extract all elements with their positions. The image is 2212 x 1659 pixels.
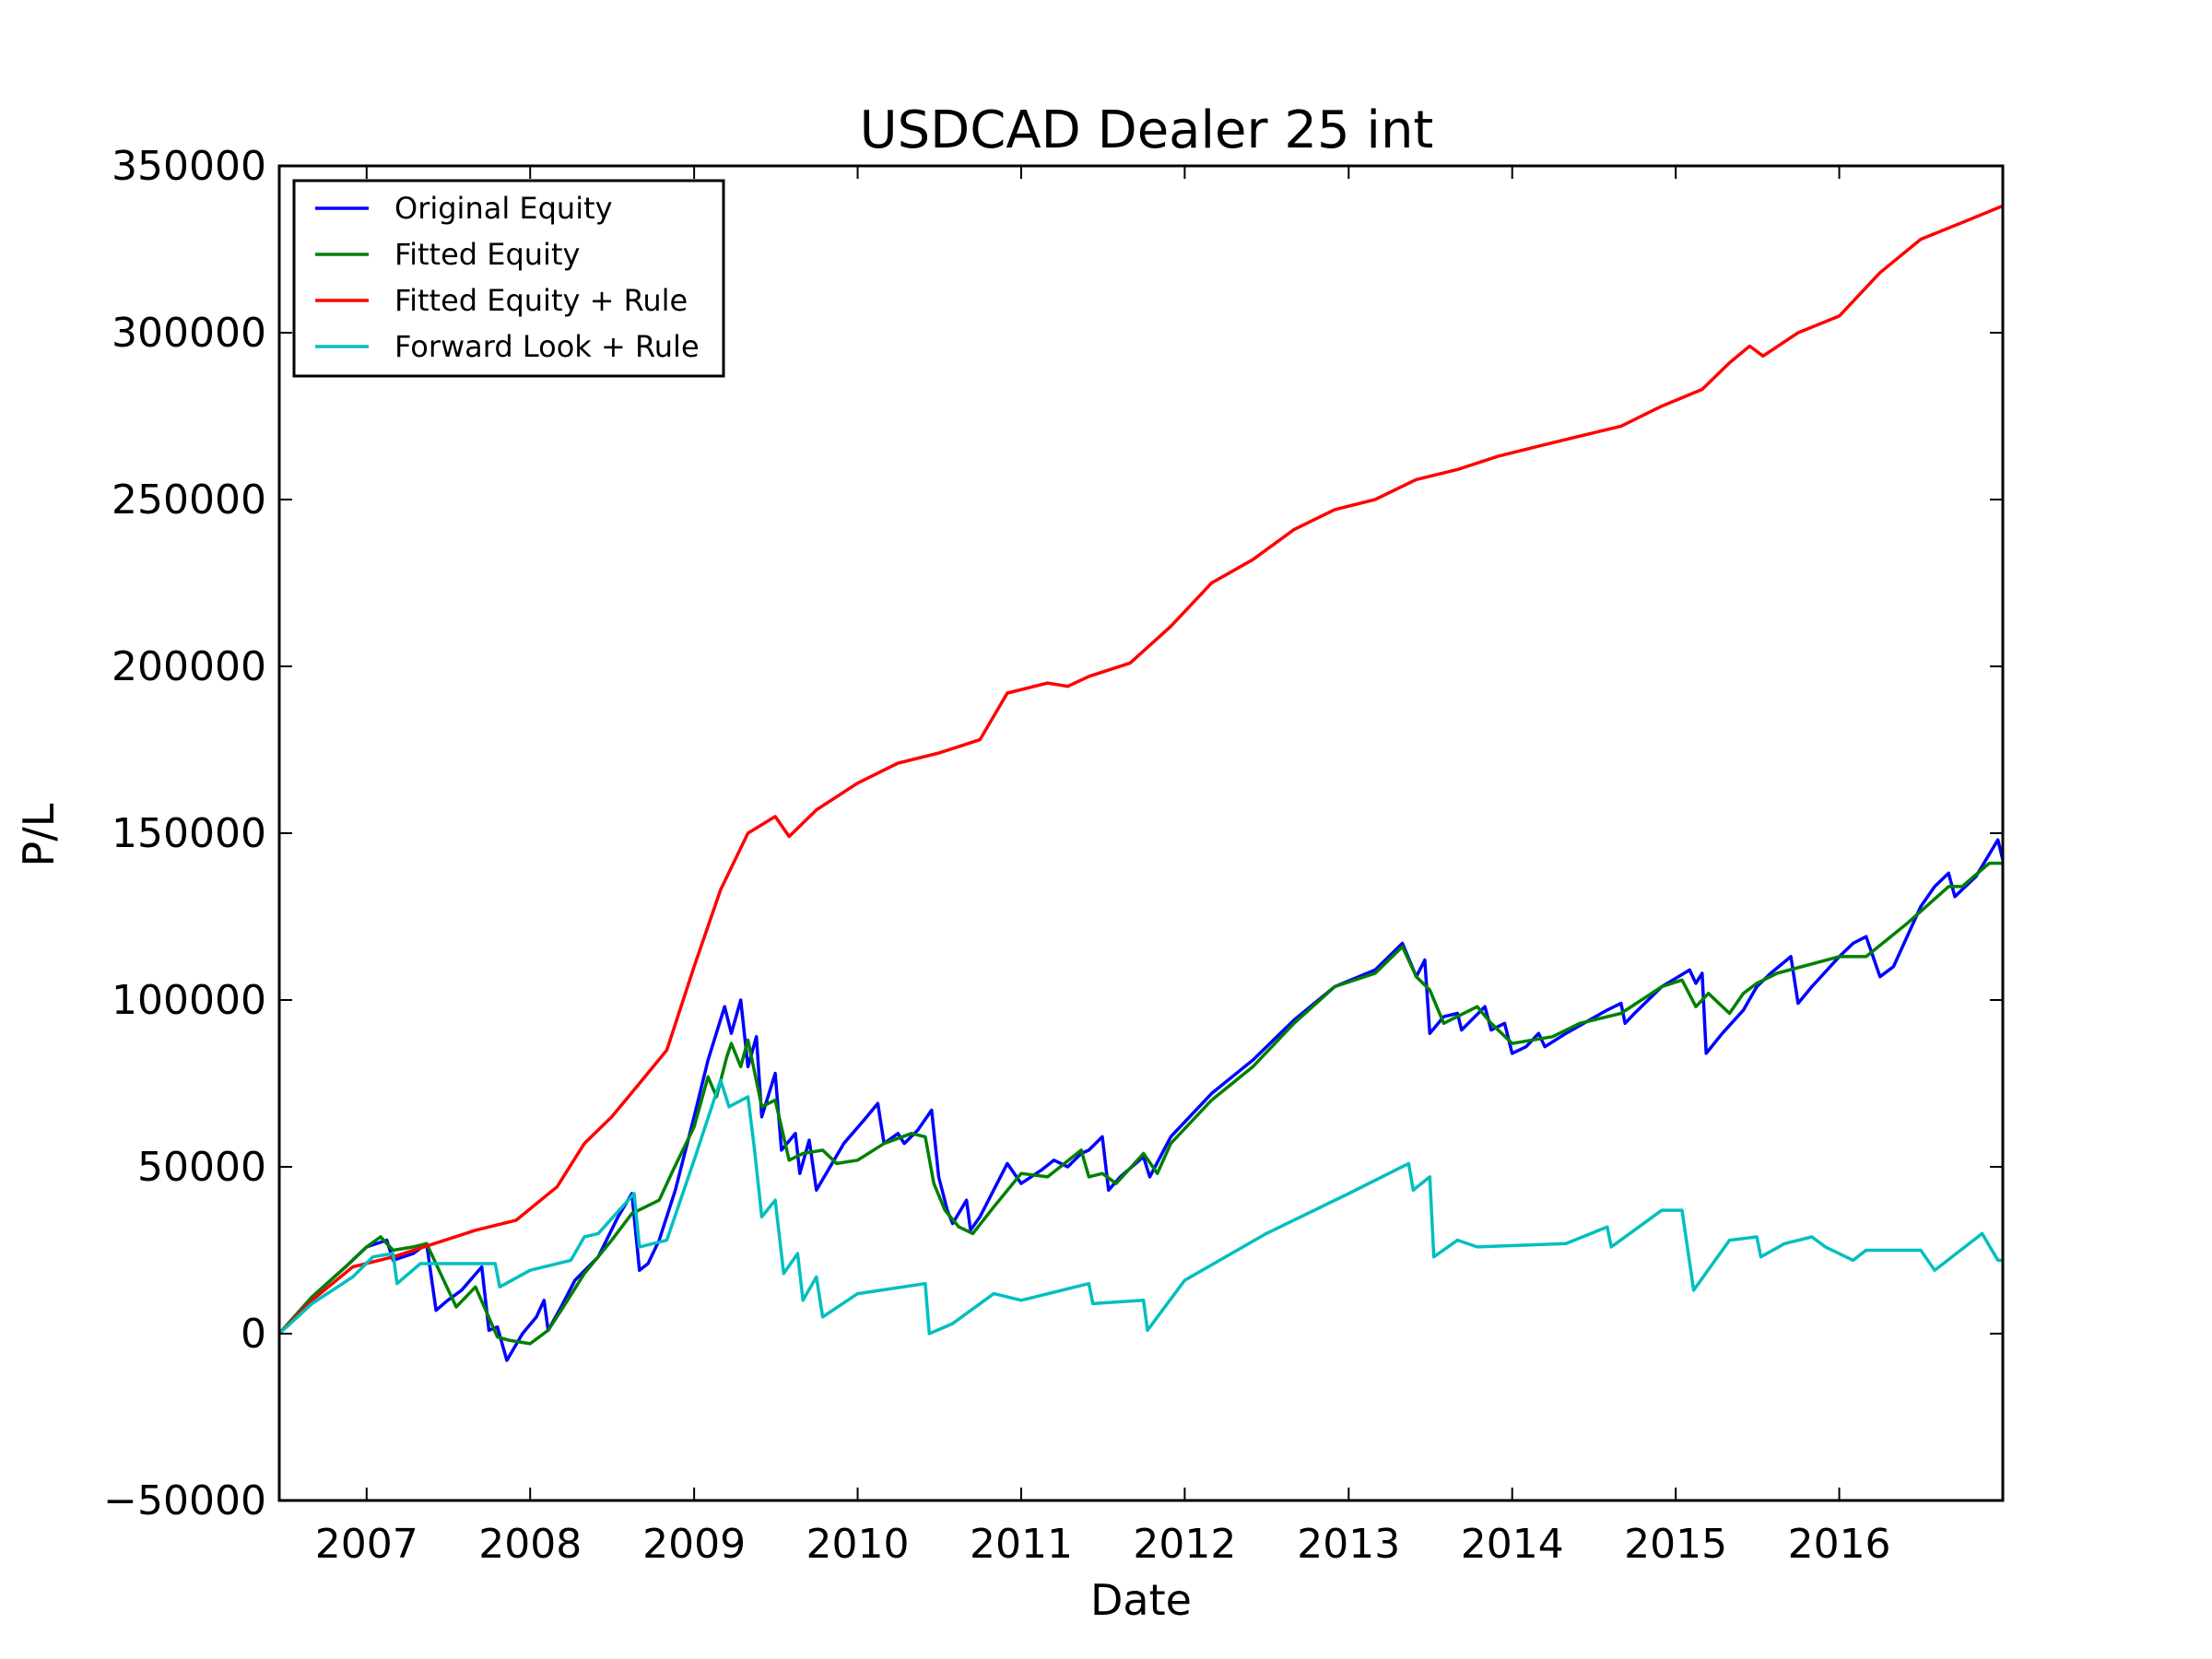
legend-label: Forward Look + Rule <box>394 329 700 364</box>
y-tick-label: −50000 <box>103 1477 266 1524</box>
series-line-2 <box>277 861 2003 1346</box>
series-line-1 <box>277 838 2005 1362</box>
x-tick-label: 2010 <box>806 1521 910 1568</box>
x-axis-label: Date <box>1090 1575 1192 1625</box>
legend-label: Original Equity <box>394 191 613 226</box>
y-tick-label: 100000 <box>112 977 266 1024</box>
x-tick-label: 2009 <box>642 1521 746 1568</box>
x-tick-label: 2008 <box>478 1521 582 1568</box>
x-tick-label: 2012 <box>1133 1521 1236 1568</box>
legend-label: Fitted Equity + Rule <box>394 283 688 318</box>
x-tick-label: 2013 <box>1297 1521 1400 1568</box>
chart-title: USDCAD Dealer 25 int <box>860 100 1434 160</box>
x-tick-label: 2007 <box>315 1521 418 1568</box>
y-tick-label: 0 <box>241 1311 266 1358</box>
x-tick-label: 2015 <box>1624 1521 1727 1568</box>
y-tick-label: 300000 <box>112 310 266 357</box>
x-axis: 2007 2008 2009 2010 2011 2012 2013 2014 2015 2016 <box>315 166 1891 1568</box>
series-line-4 <box>277 1078 2003 1335</box>
y-tick-label: 350000 <box>112 143 266 190</box>
y-tick-label: 200000 <box>112 643 266 690</box>
x-tick-label: 2014 <box>1461 1521 1564 1568</box>
y-axis: −50000 0 50000 100000 150000 200000 250000 3000… <box>103 143 2003 1524</box>
legend-box <box>292 179 725 378</box>
y-tick-label: 50000 <box>137 1144 266 1191</box>
legend-label: Fitted Equity <box>394 237 580 272</box>
series-layer <box>277 204 2005 1362</box>
x-tick-label: 2016 <box>1788 1521 1891 1568</box>
legend: Original Equity Fitted Equity Fitted Equit… <box>292 179 725 378</box>
x-tick-label: 2011 <box>970 1521 1073 1568</box>
y-tick-label: 250000 <box>112 477 266 524</box>
y-tick-label: 150000 <box>112 810 266 857</box>
y-axis-label: P/L <box>14 803 64 866</box>
series-line-3 <box>277 204 2004 1335</box>
